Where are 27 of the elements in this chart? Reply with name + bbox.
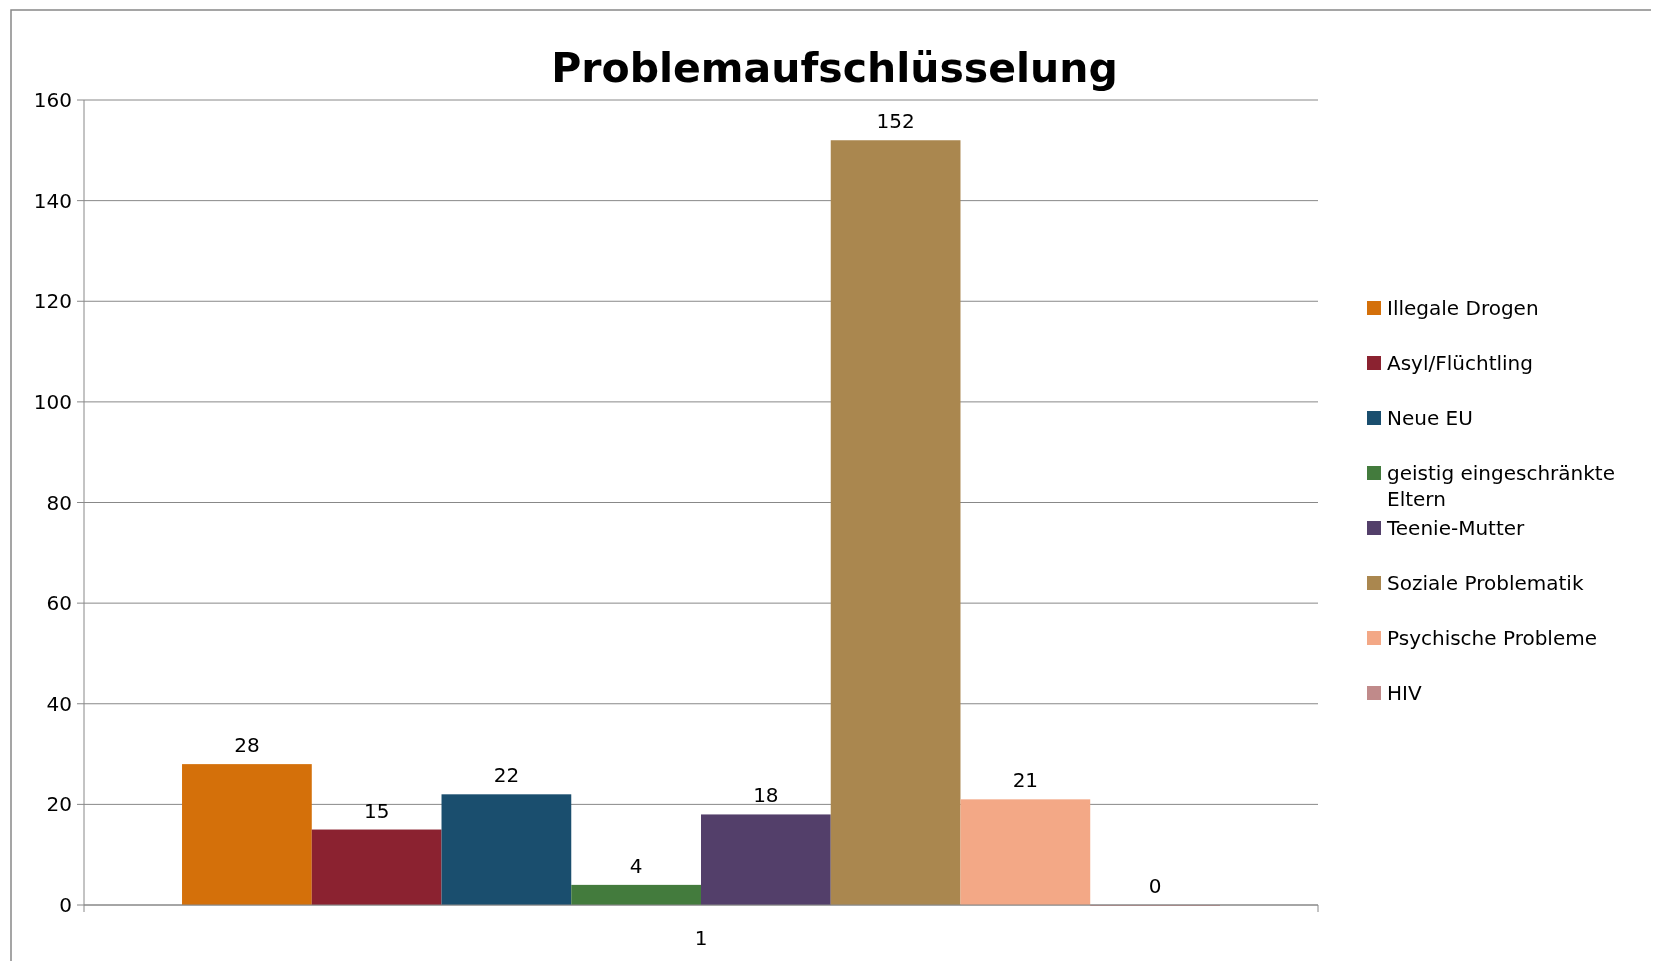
- data-label: 152: [876, 109, 915, 134]
- y-tick-label: 120: [33, 289, 72, 314]
- y-tick-label: 100: [33, 389, 72, 414]
- legend-label: Illegale Drogen: [1387, 296, 1539, 320]
- y-tick-label: 80: [46, 490, 72, 515]
- data-label: 15: [363, 798, 390, 823]
- y-tick-label: 40: [46, 691, 72, 716]
- legend-label: Psychische Probleme: [1387, 626, 1598, 650]
- data-label: 0: [1148, 874, 1162, 898]
- data-label: 21: [1012, 768, 1039, 793]
- legend-label: HIV: [1387, 681, 1422, 705]
- legend-label: geistig eingeschränkte Eltern: [1387, 461, 1615, 511]
- data-label: 22: [493, 763, 520, 788]
- x-tick-label: 1: [694, 926, 708, 950]
- legend-label: Soziale Problematik: [1387, 571, 1584, 595]
- data-label: 18: [753, 783, 779, 808]
- y-tick-label: 20: [46, 792, 72, 817]
- y-tick-label: 0: [59, 893, 72, 917]
- data-label: 4: [629, 853, 643, 878]
- legend-label: Neue EU: [1387, 406, 1473, 430]
- legend-label: Asyl/Flüchtling: [1387, 351, 1533, 375]
- chart-title: Problemaufschlüsselung: [551, 44, 1118, 92]
- y-tick-label: 160: [33, 88, 72, 112]
- y-tick-label: 60: [46, 591, 72, 616]
- legend-label: Teenie-Mutter: [1386, 516, 1526, 540]
- y-tick-label: 140: [33, 188, 72, 213]
- data-label: 28: [234, 733, 260, 758]
